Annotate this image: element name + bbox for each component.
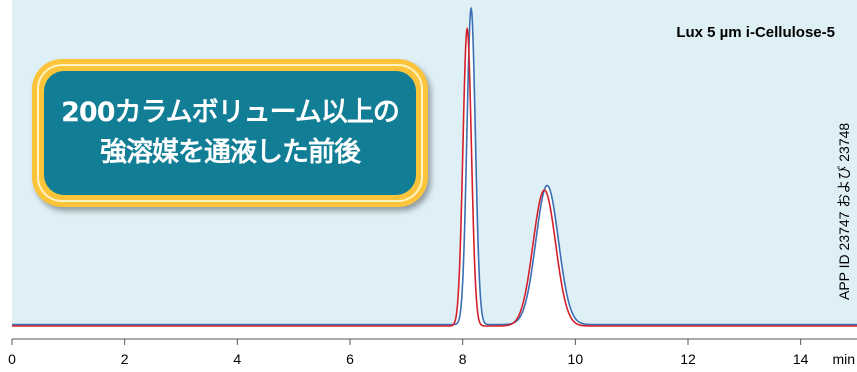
callout-line-1: 200カラムボリューム以上の (61, 97, 400, 128)
x-tick-label: 10 (568, 351, 584, 367)
x-tick-label: 12 (680, 351, 696, 367)
callout-box: 200カラムボリューム以上の 強溶媒を通液した前後 (32, 59, 428, 207)
app-id-label: APP ID 23747 および 23748 (836, 123, 852, 300)
series-2-line (12, 26, 857, 327)
x-tick-label: 2 (121, 351, 129, 367)
callout-ring (37, 64, 423, 202)
x-tick-label: 14 (793, 351, 809, 367)
series-1-line (12, 6, 857, 326)
x-tick-label: 8 (459, 351, 467, 367)
x-unit-label: min (832, 351, 855, 367)
x-tick-label: 6 (346, 351, 354, 367)
callout-line-2: 強溶媒を通液した前後 (100, 137, 361, 168)
callout-body: 200カラムボリューム以上の 強溶媒を通液した前後 (44, 71, 416, 195)
chart-title: Lux 5 µm i-Cellulose-5 (676, 24, 835, 41)
x-tick-label: 0 (8, 351, 16, 367)
x-tick-label: 4 (233, 351, 241, 367)
